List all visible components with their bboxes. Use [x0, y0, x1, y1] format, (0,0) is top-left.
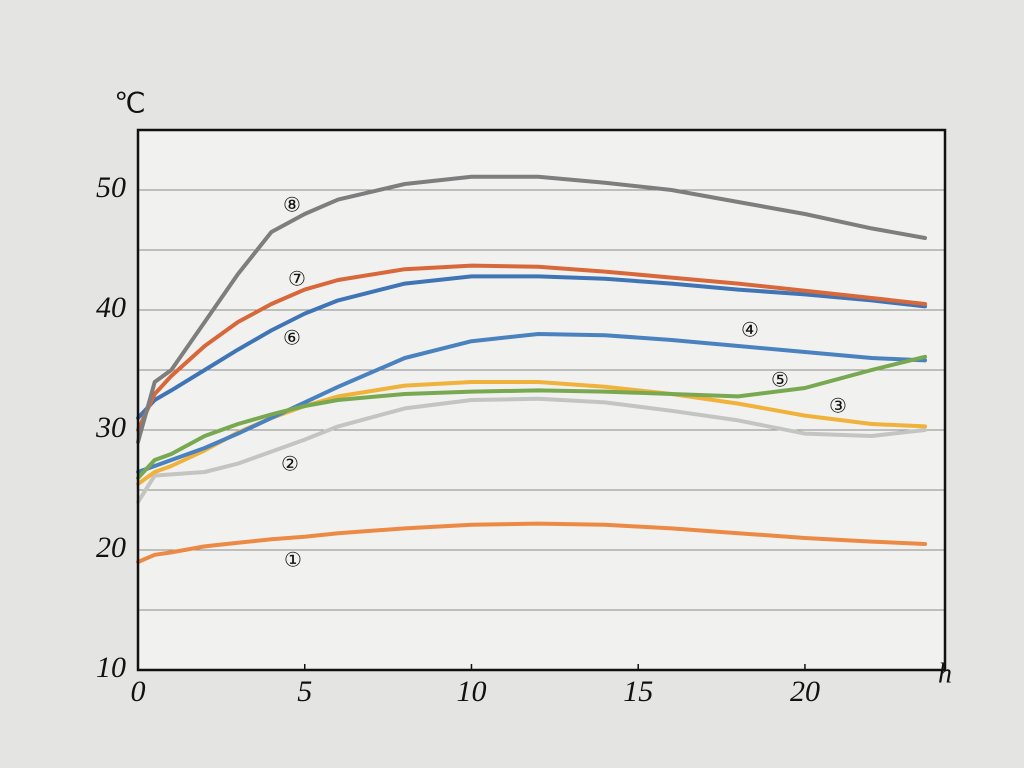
y-tick-label: 20 [96, 531, 126, 564]
series-label: ① [284, 550, 302, 572]
series-line [136, 332, 927, 474]
y-axis-label: ℃ [114, 88, 145, 119]
y-tick-label: 30 [95, 411, 126, 444]
series-label: ③ [829, 396, 847, 418]
y-tick-label: 50 [96, 171, 126, 204]
series-line [136, 380, 927, 486]
series-label: ⑤ [771, 370, 789, 392]
x-tick-label: 20 [790, 675, 820, 708]
series-line [136, 354, 927, 480]
x-axis-label: h [938, 658, 952, 689]
series-label: ⑧ [283, 195, 301, 217]
y-tick-label: 40 [96, 291, 126, 324]
series-line [136, 396, 927, 504]
series-line [136, 274, 927, 420]
series-label: ② [281, 454, 299, 476]
series-label: ⑦ [288, 269, 306, 291]
x-tick-label: 10 [456, 675, 486, 708]
series-line [136, 174, 927, 444]
y-tick-label: 10 [96, 651, 126, 684]
x-tick-label: 5 [297, 675, 312, 708]
x-tick-label: 15 [623, 675, 653, 708]
series-line [136, 521, 927, 564]
x-tick-label: 0 [131, 675, 146, 708]
series-label: ④ [741, 320, 759, 342]
series-label: ⑥ [283, 328, 301, 350]
plot-frame [136, 128, 947, 672]
series-line [136, 263, 927, 432]
